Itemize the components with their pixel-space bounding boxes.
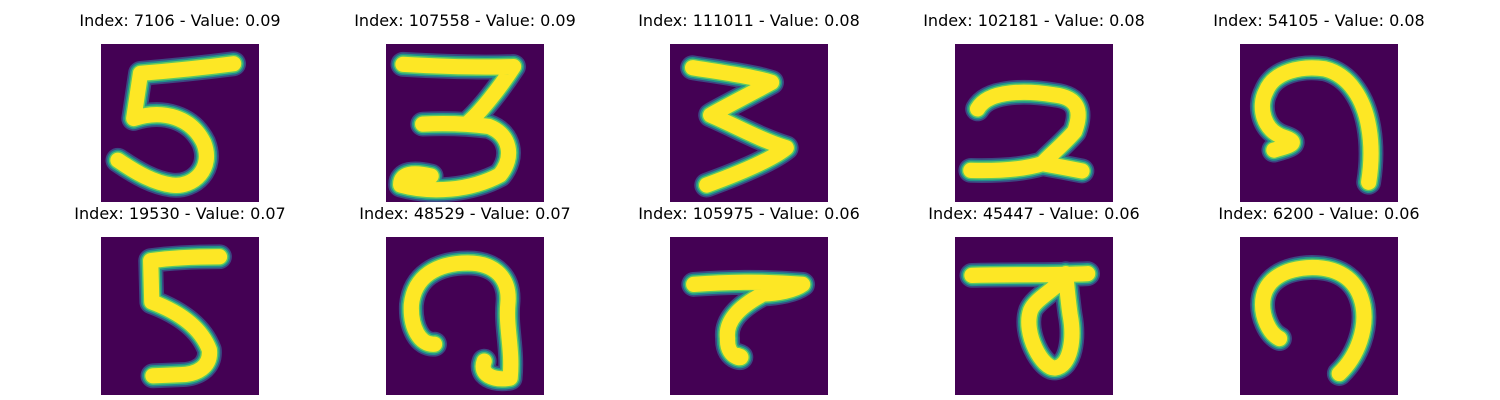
digit-image (386, 237, 544, 395)
stroke-core (393, 56, 522, 198)
digit-image (670, 237, 828, 395)
stroke-core (1254, 60, 1379, 190)
panel-4: Index: 102181 - Value: 0.08 (914, 10, 1154, 202)
panel-title: Index: 107558 - Value: 0.09 (354, 11, 576, 30)
panel-3: Index: 111011 - Value: 0.08 (629, 10, 869, 202)
panel-8: Index: 105975 - Value: 0.06 (629, 203, 869, 395)
digit-image (955, 44, 1113, 202)
panel-title: Index: 19530 - Value: 0.07 (74, 204, 286, 223)
digit-image (1240, 237, 1398, 395)
panel-title: Index: 105975 - Value: 0.06 (638, 204, 860, 223)
panel-1: Index: 7106 - Value: 0.09 (60, 10, 300, 202)
panel-title: Index: 7106 - Value: 0.09 (79, 11, 281, 30)
stroke-core (143, 249, 228, 384)
digit-image (101, 237, 259, 395)
digit-image (670, 44, 828, 202)
stroke-core (686, 274, 811, 366)
stroke-core (684, 60, 794, 193)
stroke-core (1254, 259, 1372, 382)
stroke-core (110, 56, 242, 193)
stroke-core (403, 255, 519, 387)
panel-title: Index: 111011 - Value: 0.08 (638, 11, 860, 30)
panel-2: Index: 107558 - Value: 0.09 (345, 10, 585, 202)
panel-title: Index: 54105 - Value: 0.08 (1213, 11, 1425, 30)
digit-image (101, 44, 259, 202)
panel-5: Index: 54105 - Value: 0.08 (1199, 10, 1439, 202)
panel-9: Index: 45447 - Value: 0.06 (914, 203, 1154, 395)
digit-image (955, 237, 1113, 395)
panel-title: Index: 45447 - Value: 0.06 (928, 204, 1140, 223)
panel-7: Index: 48529 - Value: 0.07 (345, 203, 585, 395)
panel-title: Index: 102181 - Value: 0.08 (923, 11, 1145, 30)
stroke-core (964, 266, 1096, 376)
digit-image (1240, 44, 1398, 202)
panel-6: Index: 19530 - Value: 0.07 (60, 203, 300, 395)
panel-10: Index: 6200 - Value: 0.06 (1199, 203, 1439, 395)
stroke-core (963, 84, 1090, 179)
panel-title: Index: 48529 - Value: 0.07 (359, 204, 571, 223)
digit-image (386, 44, 544, 202)
panel-title: Index: 6200 - Value: 0.06 (1218, 204, 1420, 223)
